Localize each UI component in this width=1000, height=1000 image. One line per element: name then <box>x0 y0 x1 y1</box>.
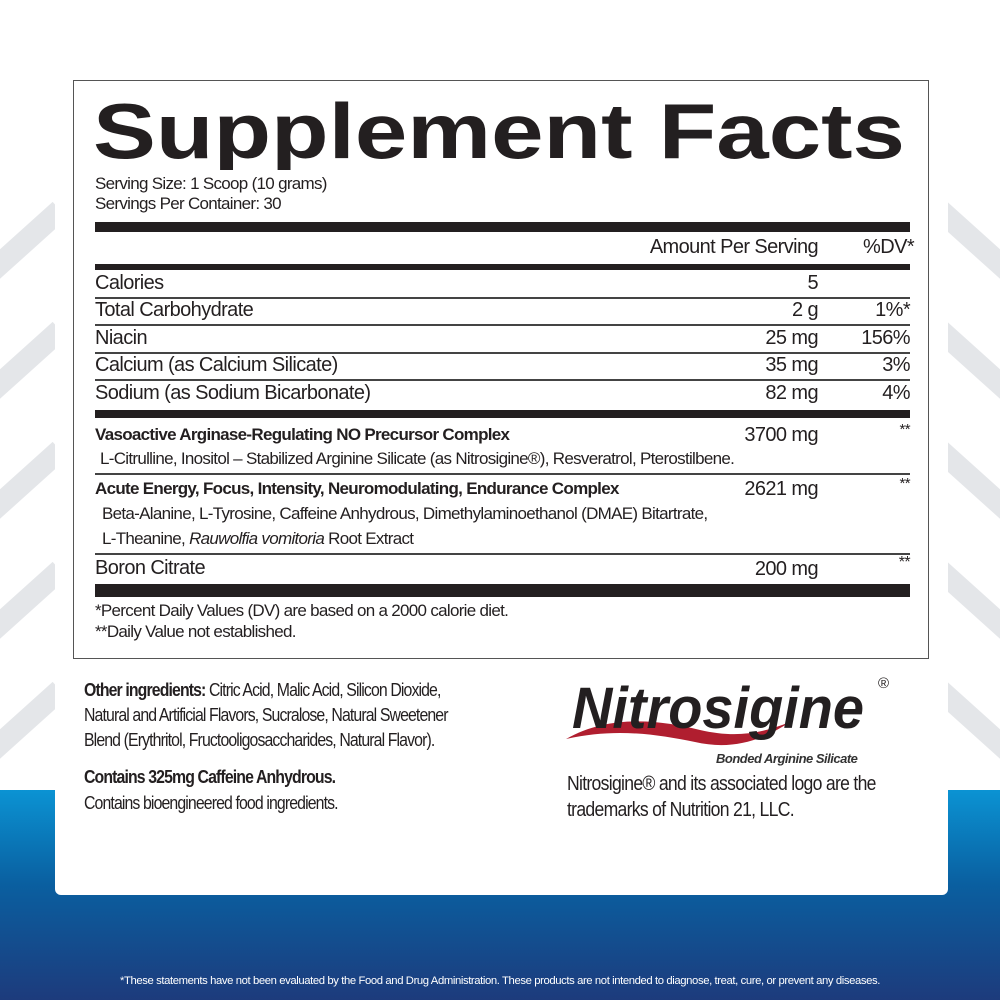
nutrient-dv: 1%* <box>875 299 910 321</box>
other-ingredients-text: Blend (Erythritol, Fructooligosaccharide… <box>84 730 435 750</box>
blend-name: Acute Energy, Focus, Intensity, Neuromod… <box>95 479 619 498</box>
label-card <box>55 0 948 895</box>
blend-dv: ** <box>899 475 911 492</box>
panel-title: Supplement Facts <box>93 95 905 170</box>
other-ingredients-text: Citric Acid, Malic Acid, Silicon Dioxide… <box>205 680 441 700</box>
logo-tagline: Bonded Arginine Silicate <box>716 751 858 766</box>
nitrosigine-logo: Nitrosigine ® <box>566 675 889 746</box>
row-divider <box>95 352 910 354</box>
thick-rule <box>95 584 910 597</box>
nutrient-dv: 3% <box>882 354 910 376</box>
nutrient-amount: 35 mg <box>765 354 818 376</box>
footnote: *Percent Daily Values (DV) are based on … <box>95 601 509 620</box>
caffeine-statement: Contains 325mg Caffeine Anhydrous. <box>84 767 336 787</box>
nutrient-amount: 2 g <box>791 299 819 321</box>
row-divider <box>95 379 910 381</box>
blend-ingredients: Beta-Alanine, L-Tyrosine, Caffeine Anhyd… <box>102 504 708 523</box>
trademark-line: trademarks of Nutrition 21, LLC. <box>567 799 795 821</box>
fda-disclaimer: *These statements have not been evaluate… <box>120 975 880 987</box>
svg-text:Nitrosigine: Nitrosigine <box>572 676 864 741</box>
dv-header: %DV* <box>863 236 915 258</box>
footnote: **Daily Value not established. <box>95 622 296 641</box>
thick-rule <box>95 264 910 270</box>
nutrient-dv: 4% <box>882 382 910 404</box>
nutrient-name: Niacin <box>95 327 148 349</box>
svg-text:®: ® <box>878 675 889 692</box>
bioengineered-statement: Contains bioengineered food ingredients. <box>84 793 339 813</box>
other-ingredients-label: Other ingredients: <box>84 680 206 700</box>
row-divider <box>95 324 910 326</box>
amount-header: Amount Per Serving <box>649 236 819 258</box>
ingredient-italic: Rauwolfia vomitoria <box>189 529 325 548</box>
trademark-line: Nitrosigine® and its associated logo are… <box>567 773 876 795</box>
ingredient-text: Root Extract <box>324 529 414 548</box>
row-divider <box>95 553 910 555</box>
blend-name: Vasoactive Arginase-Regulating NO Precur… <box>95 425 510 444</box>
ingredient-text: L-Theanine, <box>102 529 190 548</box>
servings-per-container: Servings Per Container: 30 <box>95 194 282 213</box>
blend-dv: ** <box>899 421 911 438</box>
svg-text:Supplement Facts: Supplement Facts <box>93 95 905 170</box>
supplement-facts-panel <box>73 80 929 659</box>
blend-ingredients-2: L-Theanine, Rauwolfia vomitoria Root Ext… <box>102 529 414 549</box>
nutrient-dv: ** <box>898 554 911 571</box>
other-ingredients: Other ingredients: Citric Acid, Malic Ac… <box>84 678 449 753</box>
trademark-note: Nitrosigine® and its associated logo are… <box>567 771 876 823</box>
nutrient-amount: 5 <box>807 272 818 294</box>
blend-amount: 2621 mg <box>744 478 818 500</box>
nutrient-amount: 200 mg <box>754 558 819 580</box>
blend-amount: 3700 mg <box>744 424 818 446</box>
nutrient-name: Sodium (as Sodium Bicarbonate) <box>95 382 371 404</box>
blend-ingredients: L-Citrulline, Inositol – Stabilized Argi… <box>100 449 735 468</box>
nutrient-dv: 156% <box>861 327 910 349</box>
nutrient-name: Calories <box>95 272 164 294</box>
row-divider <box>95 297 910 299</box>
nutrient-name: Total Carbohydrate <box>95 299 254 321</box>
nutrient-name: Boron Citrate <box>95 557 206 579</box>
serving-size: Serving Size: 1 Scoop (10 grams) <box>95 174 327 193</box>
other-ingredients-text: Natural and Artificial Flavors, Sucralos… <box>84 705 449 725</box>
thick-rule <box>95 222 910 232</box>
thick-rule <box>95 410 910 418</box>
nutrient-name: Calcium (as Calcium Silicate) <box>95 354 338 376</box>
row-divider <box>95 473 910 475</box>
nutrient-amount: 25 mg <box>765 327 818 349</box>
nutrient-amount: 82 mg <box>765 382 818 404</box>
